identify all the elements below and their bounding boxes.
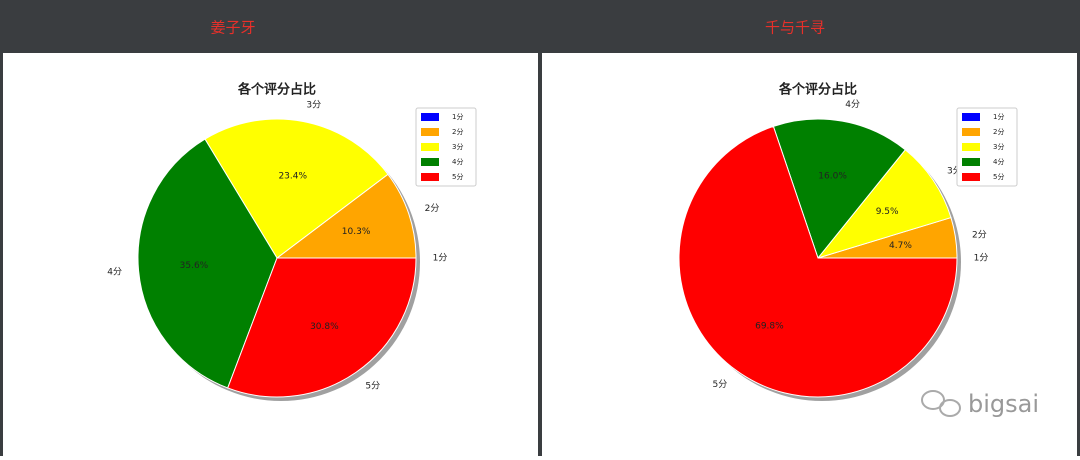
value-label: 35.6% — [180, 261, 209, 271]
legend-swatch — [962, 143, 980, 151]
watermark: bigsai — [968, 390, 1039, 418]
legend-swatch — [421, 173, 439, 181]
pie-slice — [678, 125, 958, 398]
pie-slice — [227, 257, 417, 398]
chart-title: 各个评分占比 — [237, 82, 316, 98]
slice-label: 1分 — [974, 253, 989, 264]
pie-slice — [275, 173, 417, 259]
legend-box — [956, 107, 1018, 187]
pie-slice — [816, 149, 952, 259]
value-label: 16.0% — [818, 171, 847, 181]
legend-swatch — [962, 128, 980, 136]
slice-label: 5分 — [365, 381, 380, 392]
legend-swatch — [421, 113, 439, 121]
border-right — [1077, 0, 1080, 456]
slice-label: 4分 — [845, 99, 860, 110]
value-label: 9.5% — [876, 207, 899, 217]
legend-swatch — [962, 173, 980, 181]
legend-label: 3分 — [452, 142, 463, 151]
divider — [538, 0, 542, 456]
slice-label: 3分 — [947, 165, 962, 176]
slice-label: 4分 — [107, 267, 122, 278]
legend-swatch — [962, 158, 980, 166]
slice-label: 2分 — [972, 230, 987, 241]
legend-label: 2分 — [993, 127, 1004, 136]
tab-title[interactable]: 千与千寻 — [765, 19, 825, 37]
legend-box — [415, 107, 477, 187]
legend-label: 4分 — [452, 157, 463, 166]
border-left — [0, 0, 3, 456]
value-label: 4.7% — [889, 241, 912, 251]
legend-label: 3分 — [993, 142, 1004, 151]
legend-label: 4分 — [993, 157, 1004, 166]
legend-label: 1分 — [993, 112, 1004, 121]
legend-label: 5分 — [452, 172, 463, 181]
tab-title[interactable]: 姜子牙 — [210, 19, 255, 37]
legend-swatch — [421, 143, 439, 151]
value-label: 69.8% — [755, 321, 784, 331]
slice-label: 5分 — [713, 379, 728, 390]
chart-title: 各个评分占比 — [778, 82, 857, 98]
value-label: 10.3% — [342, 227, 371, 237]
legend-label: 2分 — [452, 127, 463, 136]
legend-swatch — [421, 158, 439, 166]
pie-slice — [137, 138, 278, 389]
slice-label: 1分 — [433, 253, 448, 264]
slice-label: 2分 — [425, 203, 440, 214]
legend-label: 5分 — [993, 172, 1004, 181]
legend-swatch — [962, 113, 980, 121]
pie-slice — [204, 118, 389, 259]
value-label: 30.8% — [310, 322, 339, 332]
slice-label: 3分 — [306, 100, 321, 111]
value-label: 23.4% — [278, 172, 307, 182]
watermark-icon — [921, 390, 961, 417]
legend-label: 1分 — [452, 112, 463, 121]
legend-swatch — [421, 128, 439, 136]
